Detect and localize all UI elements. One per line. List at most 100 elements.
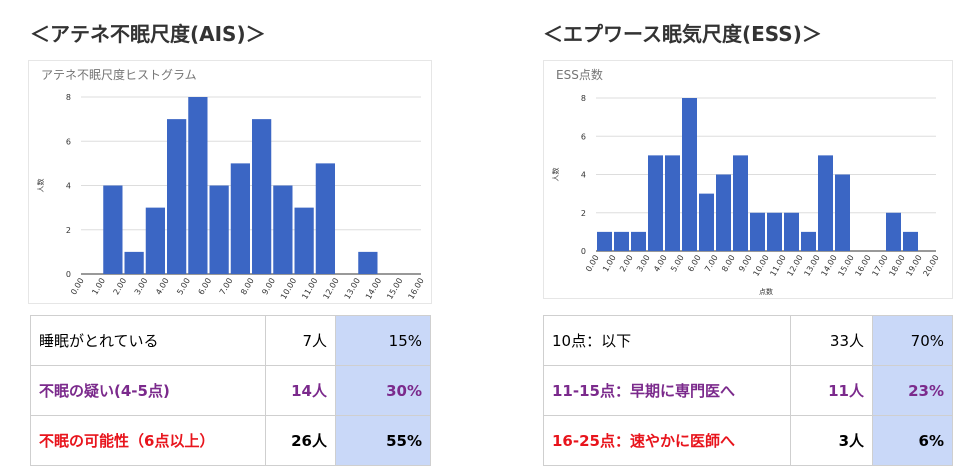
x-tick-label: 17.00 [870,254,889,278]
bar [682,98,697,251]
x-tick-label: 0.00 [584,254,601,274]
chart-title: ESS点数 [556,67,603,82]
table-cell: 不眠の可能性（6点以上） [30,415,266,466]
x-tick-label: 9.00 [737,254,754,274]
bar [801,231,816,251]
bar [903,231,918,251]
bar [597,231,612,251]
y-tick-label: 0 [66,270,71,279]
x-tick-label: 7.00 [703,254,720,274]
y-tick-label: 4 [581,171,586,180]
x-tick-label: 6.00 [686,254,703,274]
x-tick-label: 2.00 [618,254,635,274]
bar [273,185,293,274]
table-cell: 16-25点：速やかに医師へ [543,415,791,466]
x-tick-label: 12.00 [321,277,340,301]
x-tick-label: 0.00 [69,277,86,297]
y-tick-label: 2 [581,209,586,218]
bar [818,155,833,251]
table-cell: 33人 [790,315,873,366]
table-cell: 不眠の疑い(4-5点) [30,365,266,416]
x-tick-label: 4.00 [652,254,669,274]
table-cell: 3人 [790,415,873,466]
x-tick-label: 1.00 [601,254,618,274]
x-tick-label: 3.00 [635,254,652,274]
y-tick-label: 2 [66,226,71,235]
bar [230,163,250,274]
table-cell: 7人 [265,315,336,366]
y-axis-label: 人数 [36,179,45,193]
x-tick-label: 12.00 [785,254,804,278]
bar [252,119,272,274]
table-cell: 睡眠がとれている [30,315,266,366]
chart: アテネ不眠尺度ヒストグラム人数 0 2 4 6 8 0.00 1.00 2.00 3.00 4.00… [28,60,432,304]
table-row: 睡眠がとれている 7人 15% [30,315,431,366]
bar [886,212,901,251]
bar [145,207,165,274]
table-cell: 14人 [265,365,336,416]
y-tick-label: 6 [581,132,586,141]
table-row: 11-15点：早期に専門医へ 11人 23% [543,365,953,416]
table-cell: 15% [335,315,431,366]
bar [614,231,629,251]
bar [167,119,187,274]
bar [358,251,378,274]
x-tick-label: 10.00 [751,254,770,278]
heading: ＜エプワース眠気尺度(ESS)＞ [543,22,822,46]
table: 10点：以下 33人 70% 11-15点：早期に専門医へ 11人 23% 16-25点：速… [543,315,953,466]
bar [733,155,748,251]
y-tick-label: 6 [66,137,71,146]
x-tick-label: 5.00 [175,277,192,297]
x-axis-label: 点数 [759,287,773,296]
bar [188,97,208,274]
x-tick-label: 16.00 [406,277,425,301]
table-cell: 30% [335,365,431,416]
x-tick-label: 6.00 [197,277,214,297]
y-tick-label: 0 [581,247,586,256]
table-cell: 11人 [790,365,873,416]
bar [767,212,782,251]
bar [315,163,335,274]
x-tick-label: 14.00 [364,277,383,301]
table-cell: 70% [872,315,953,366]
chart-title: アテネ不眠尺度ヒストグラム [41,67,197,82]
table-row: 不眠の疑い(4-5点) 14人 30% [30,365,431,416]
x-tick-label: 7.00 [218,277,235,297]
table-cell: 10点：以下 [543,315,791,366]
table-cell: 26人 [265,415,336,466]
x-tick-label: 14.00 [819,254,838,278]
bar [750,212,765,251]
x-tick-label: 11.00 [300,277,319,301]
y-tick-label: 4 [66,182,71,191]
heading: ＜アテネ不眠尺度(AIS)＞ [30,22,266,46]
bar [631,231,646,251]
table-cell: 55% [335,415,431,466]
table-cell: 6% [872,415,953,466]
x-tick-label: 11.00 [768,254,787,278]
x-tick-label: 2.00 [112,277,129,297]
table-row: 16-25点：速やかに医師へ 3人 6% [543,415,953,466]
y-tick-label: 8 [581,94,586,103]
x-tick-label: 8.00 [720,254,737,274]
x-tick-label: 19.00 [904,254,923,278]
table-cell: 11-15点：早期に専門医へ [543,365,791,416]
bar [103,185,123,274]
x-tick-label: 1.00 [90,277,107,297]
bar [665,155,680,251]
y-tick-label: 8 [66,93,71,102]
x-tick-label: 3.00 [133,277,150,297]
x-tick-label: 4.00 [154,277,171,297]
x-tick-label: 8.00 [239,277,256,297]
bar [716,174,731,251]
bar [294,207,314,274]
bar [784,212,799,251]
bar [835,174,850,251]
x-tick-label: 18.00 [887,254,906,278]
table: 睡眠がとれている 7人 15% 不眠の疑い(4-5点) 14人 30% 不眠の可能性（6点以… [30,315,431,466]
x-tick-label: 9.00 [260,277,277,297]
bar [209,185,229,274]
bar [699,193,714,251]
